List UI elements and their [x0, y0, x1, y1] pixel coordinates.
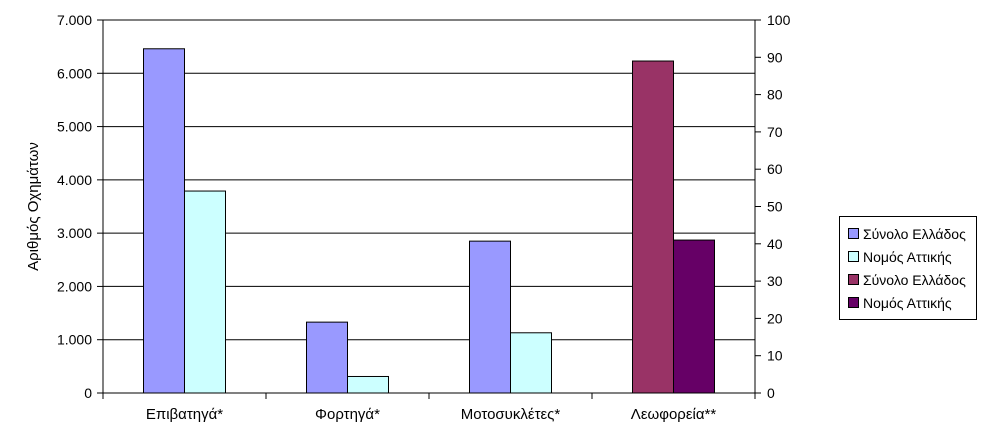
right-tick-label: 10 — [767, 348, 783, 364]
legend-swatch — [848, 297, 859, 308]
left-tick-label: 3.000 — [57, 225, 92, 241]
left-tick-label: 2.000 — [57, 278, 92, 294]
right-tick-label: 100 — [767, 12, 791, 28]
right-tick-label: 60 — [767, 161, 783, 177]
right-tick-label: 40 — [767, 236, 783, 252]
category-label: Λεωφορεία** — [631, 406, 717, 423]
bar — [632, 60, 674, 394]
left-tick-label: 7.000 — [57, 12, 92, 28]
bar — [306, 321, 348, 394]
right-tick-label: 20 — [767, 310, 783, 326]
legend-item: Νομός Αττικής — [848, 245, 976, 268]
bar — [143, 48, 185, 394]
bar — [184, 190, 226, 394]
right-tick-label: 70 — [767, 124, 783, 140]
legend-item: Νομός Αττικής — [848, 291, 976, 314]
legend-item: Σύνολο Ελλάδος — [848, 268, 976, 291]
legend-swatch — [848, 251, 859, 262]
left-tick-label: 0 — [84, 385, 92, 401]
left-tick-label: 1.000 — [57, 332, 92, 348]
bar — [673, 239, 715, 394]
category-label: Μοτοσυκλέτες* — [461, 406, 561, 423]
bar — [510, 332, 552, 394]
y-axis-title: Αριθμός Οχημάτων — [25, 142, 42, 271]
left-tick-label: 6.000 — [57, 65, 92, 81]
legend-swatch — [848, 274, 859, 285]
legend: Σύνολο Ελλάδος Νομός Αττικής Σύνολο Ελλά… — [839, 216, 977, 320]
bar — [347, 375, 389, 394]
right-tick-label: 50 — [767, 199, 783, 215]
legend-swatch — [848, 228, 859, 239]
legend-label: Νομός Αττικής — [863, 248, 952, 265]
legend-item: Σύνολο Ελλάδος — [848, 222, 976, 245]
right-tick-label: 0 — [767, 385, 775, 401]
category-label: Επιβατηγά* — [146, 406, 223, 423]
legend-label: Νομός Αττικής — [863, 294, 952, 311]
legend-label: Σύνολο Ελλάδος — [863, 271, 966, 288]
category-label: Φορτηγά* — [315, 406, 380, 423]
left-tick-label: 5.000 — [57, 119, 92, 135]
legend-label: Σύνολο Ελλάδος — [863, 225, 966, 242]
left-tick-label: 4.000 — [57, 172, 92, 188]
right-tick-label: 30 — [767, 273, 783, 289]
right-tick-label: 80 — [767, 87, 783, 103]
right-tick-label: 90 — [767, 49, 783, 65]
bar — [469, 240, 511, 394]
